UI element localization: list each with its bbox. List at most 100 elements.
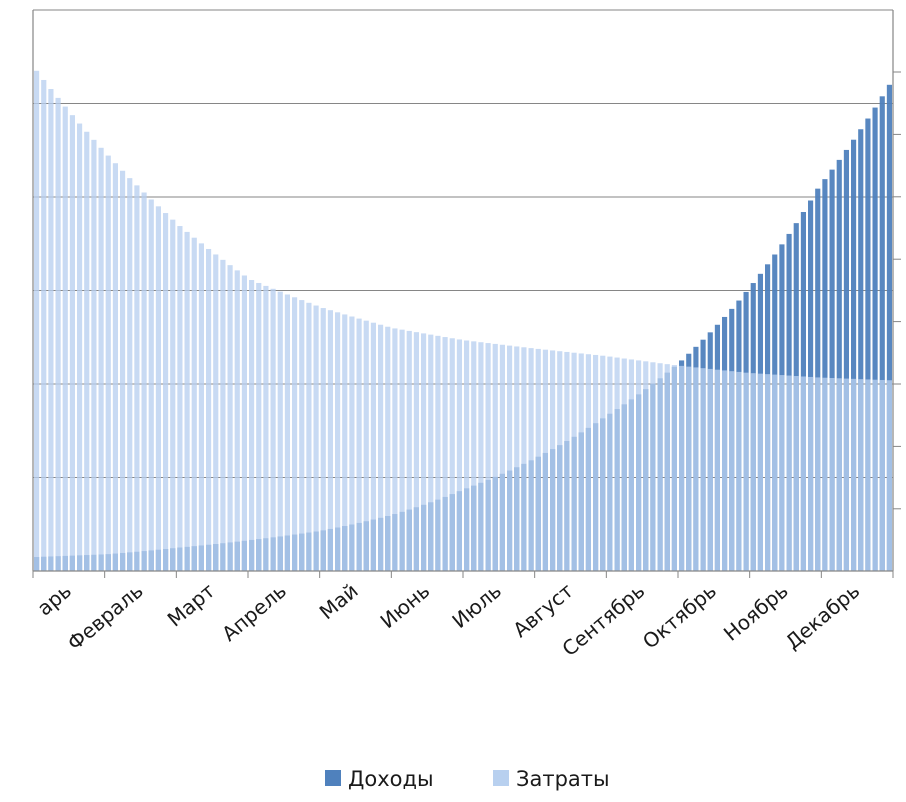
- bar-1-93: [700, 368, 706, 571]
- bar-1-58: [449, 338, 455, 571]
- bar-1-12: [120, 170, 126, 571]
- bar-1-15: [141, 192, 147, 572]
- bar-1-88: [664, 364, 670, 571]
- bar-1-47: [370, 322, 376, 571]
- bar-1-112: [836, 378, 842, 571]
- bar-1-21: [184, 231, 190, 572]
- bar-0-111: [829, 169, 835, 571]
- bar-0-115: [858, 129, 864, 571]
- bar-1-105: [786, 375, 792, 571]
- series-1: [34, 70, 892, 572]
- bar-0-119: [886, 84, 892, 572]
- bar-1-72: [550, 350, 556, 571]
- bar-1-59: [456, 339, 462, 571]
- legend-label-expenses: Затраты: [516, 767, 610, 791]
- x-label-6: Июль: [447, 578, 506, 633]
- bar-1-81: [614, 357, 620, 571]
- bar-1-96: [722, 370, 728, 571]
- bar-1-67: [514, 346, 520, 571]
- bar-1-22: [191, 237, 197, 571]
- bar-1-71: [542, 349, 548, 571]
- x-label-7: Август: [508, 578, 578, 642]
- bars-layer: [34, 70, 892, 572]
- bar-1-3: [55, 97, 61, 571]
- legend-swatch-income: [325, 770, 341, 786]
- bar-1-68: [521, 347, 527, 571]
- bar-1-23: [198, 243, 204, 571]
- bar-1-13: [127, 178, 133, 571]
- x-label-5: Июнь: [376, 578, 435, 633]
- bar-1-0: [34, 70, 40, 571]
- bar-1-36: [292, 297, 298, 571]
- bar-0-116: [865, 118, 871, 571]
- bar-1-19: [170, 219, 176, 571]
- bar-1-70: [535, 348, 541, 571]
- bar-1-52: [406, 330, 412, 571]
- bar-1-62: [478, 342, 484, 571]
- bar-0-117: [872, 107, 878, 571]
- bar-0-114: [851, 139, 857, 571]
- bar-1-7: [84, 131, 90, 571]
- x-label-9: Октябрь: [638, 578, 721, 653]
- bar-1-76: [578, 353, 584, 571]
- x-label-1: Февраль: [63, 578, 148, 655]
- bar-1-104: [779, 375, 785, 571]
- bar-1-106: [793, 376, 799, 571]
- bar-1-110: [822, 377, 828, 571]
- legend: Доходы Затраты: [325, 767, 610, 791]
- legend-label-income: Доходы: [348, 767, 434, 791]
- bar-1-107: [800, 376, 806, 571]
- bar-1-8: [91, 139, 97, 571]
- bar-1-27: [227, 265, 233, 571]
- bar-1-116: [865, 379, 871, 571]
- bar-1-26: [220, 259, 226, 571]
- bar-1-25: [213, 254, 219, 571]
- bar-1-54: [421, 333, 427, 571]
- bar-1-43: [342, 314, 348, 571]
- bar-1-16: [148, 199, 154, 571]
- bar-1-78: [593, 354, 599, 571]
- bar-1-32: [263, 285, 269, 571]
- bar-1-30: [249, 280, 255, 571]
- bar-1-57: [442, 337, 448, 571]
- bar-1-87: [657, 363, 663, 571]
- bar-1-79: [600, 355, 606, 571]
- bar-1-55: [428, 334, 434, 571]
- bar-1-113: [843, 378, 849, 571]
- bar-1-63: [485, 343, 491, 571]
- bar-1-42: [335, 312, 341, 571]
- bar-1-91: [686, 366, 692, 571]
- bar-1-100: [750, 373, 756, 571]
- series-0: [34, 84, 892, 572]
- bar-0-118: [879, 96, 885, 571]
- bar-1-18: [163, 213, 169, 572]
- bar-1-17: [155, 206, 161, 571]
- bar-1-50: [392, 328, 398, 571]
- bar-1-4: [62, 106, 68, 571]
- bar-1-92: [693, 367, 699, 571]
- bar-1-102: [765, 374, 771, 571]
- bar-1-46: [363, 320, 369, 571]
- bar-1-40: [320, 308, 326, 571]
- bar-1-11: [112, 163, 118, 572]
- x-label-4: Май: [315, 578, 363, 624]
- bar-1-94: [707, 368, 713, 571]
- bar-1-60: [464, 340, 470, 571]
- bar-1-45: [356, 318, 362, 571]
- bar-1-99: [743, 372, 749, 571]
- bar-1-35: [284, 294, 290, 571]
- bar-1-37: [299, 300, 305, 571]
- bar-1-2: [48, 89, 54, 572]
- bar-1-83: [628, 359, 634, 571]
- bar-1-97: [729, 371, 735, 571]
- bar-1-49: [385, 326, 391, 571]
- bar-1-95: [714, 369, 720, 571]
- bar-1-103: [772, 374, 778, 571]
- bar-0-110: [822, 179, 828, 571]
- bar-1-69: [528, 348, 534, 571]
- x-label-3: Апрель: [217, 578, 291, 645]
- x-label-0: арь: [32, 578, 76, 620]
- bar-1-98: [736, 371, 742, 571]
- bar-1-101: [757, 373, 763, 571]
